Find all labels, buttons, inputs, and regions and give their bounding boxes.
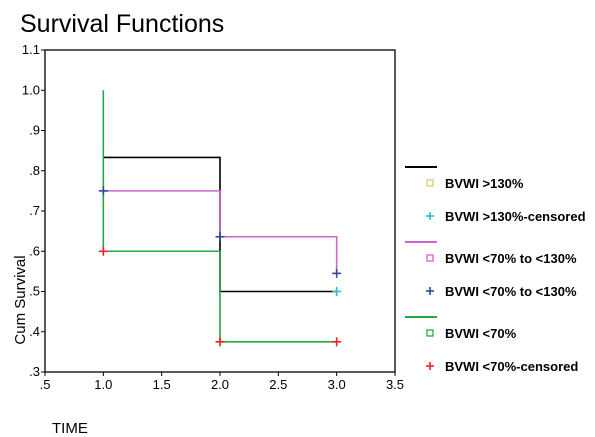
legend-label: BVWI <70% bbox=[445, 326, 517, 341]
y-tick-label: .4 bbox=[29, 324, 40, 339]
censor-marks bbox=[98, 186, 342, 347]
y-tick-label: .5 bbox=[29, 284, 40, 299]
y-tick-label: .6 bbox=[29, 243, 40, 258]
legend-label-censored: BVWI <70% to <130% bbox=[445, 284, 577, 299]
series-line bbox=[102, 90, 337, 343]
y-tick-label: .9 bbox=[29, 123, 40, 138]
legend-marker-square bbox=[426, 254, 434, 262]
censor-mark bbox=[332, 287, 342, 296]
legend-marker-square bbox=[426, 179, 434, 187]
x-tick-label: 1.5 bbox=[153, 377, 171, 392]
legend: BVWI >130% BVWI >130%-censored BVWI <70% t… bbox=[405, 166, 586, 374]
censor-mark bbox=[215, 232, 225, 242]
x-axis-label: TIME bbox=[52, 420, 88, 437]
series-lines bbox=[102, 90, 338, 343]
legend-label: BVWI >130% bbox=[445, 176, 524, 191]
y-tick-label: .7 bbox=[29, 203, 40, 218]
x-tick-label: .5 bbox=[40, 377, 51, 392]
x-tick-label: 2.5 bbox=[269, 377, 287, 392]
x-axis-ticks: .5 1.0 1.5 2.0 2.5 3.0 3.5 bbox=[40, 372, 404, 392]
censor-mark bbox=[98, 246, 108, 256]
censor-mark bbox=[215, 337, 225, 347]
y-tick-label: 1.0 bbox=[22, 82, 40, 97]
y-axis-ticks: .3 .4 .5 .6 .7 .8 .9 1.0 1.1 bbox=[22, 42, 45, 379]
legend-label: BVWI <70% to <130% bbox=[445, 251, 577, 266]
legend-marker-square bbox=[426, 329, 434, 337]
chart-title: Survival Functions bbox=[20, 10, 225, 38]
y-tick-label: .8 bbox=[29, 163, 40, 178]
y-tick-label: .3 bbox=[29, 364, 40, 379]
y-axis-label: Cum Survival bbox=[12, 255, 29, 344]
legend-label-censored: BVWI <70%-censored bbox=[445, 359, 578, 374]
censor-mark bbox=[332, 337, 342, 347]
censor-mark bbox=[332, 268, 342, 278]
x-tick-label: 2.0 bbox=[211, 377, 229, 392]
legend-label-censored: BVWI >130%-censored bbox=[445, 209, 586, 224]
x-tick-label: 1.0 bbox=[94, 377, 112, 392]
x-tick-label: 3.5 bbox=[386, 377, 404, 392]
x-tick-label: 3.0 bbox=[328, 377, 346, 392]
censor-mark bbox=[98, 186, 108, 196]
y-tick-label: 1.1 bbox=[22, 42, 40, 57]
